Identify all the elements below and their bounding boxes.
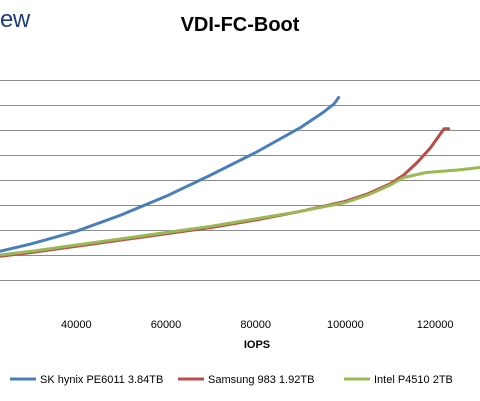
chart-title: VDI-FC-Boot: [180, 14, 300, 36]
gridlines: [0, 80, 480, 281]
legend-label-0: SK hynix PE6011 3.84TB: [40, 374, 163, 386]
x-tick-label: 60000: [151, 319, 182, 331]
x-tick-label: 120000: [417, 319, 454, 331]
legend-label-1: Samsung 983 1.92TB: [208, 374, 314, 386]
series-line-0: [0, 96, 341, 253]
series-line-1: [0, 127, 451, 258]
legend: SK hynix PE6011 3.84TB Samsung 983 1.92TB…: [10, 374, 453, 386]
x-axis-title: IOPS: [244, 339, 270, 351]
x-tick-label: 40000: [61, 319, 92, 331]
legend-label-2: Intel P4510 2TB: [374, 374, 453, 386]
series-lines: [0, 96, 480, 258]
series-line-2: [0, 166, 480, 257]
x-tick-labels: 40000 60000 80000 100000 120000: [61, 319, 453, 331]
logo-fragment: ew: [0, 6, 30, 33]
x-tick-label: 100000: [327, 319, 364, 331]
x-tick-label: 80000: [240, 319, 271, 331]
